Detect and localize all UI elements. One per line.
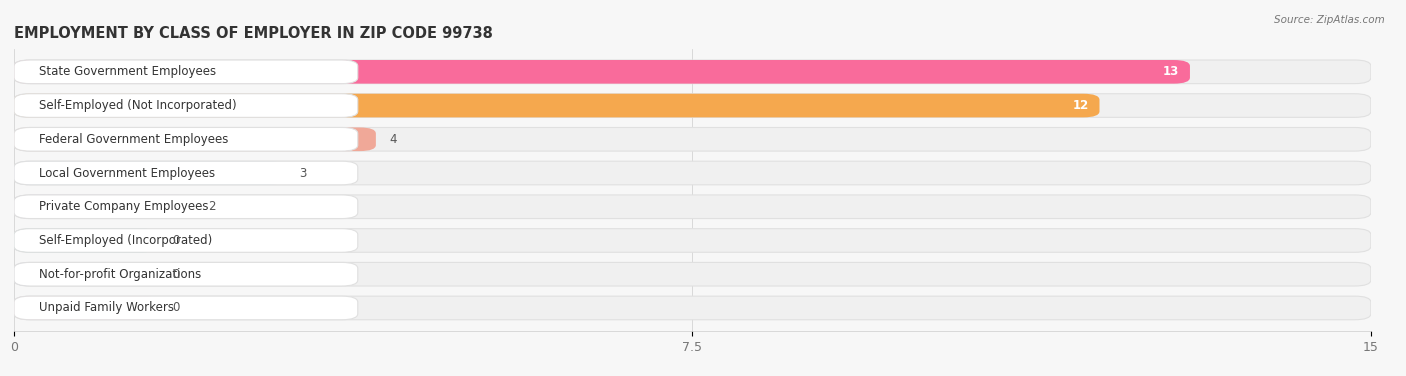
- FancyBboxPatch shape: [14, 60, 357, 83]
- Text: 4: 4: [389, 133, 396, 146]
- FancyBboxPatch shape: [14, 195, 1371, 218]
- Text: Self-Employed (Incorporated): Self-Employed (Incorporated): [39, 234, 212, 247]
- FancyBboxPatch shape: [14, 262, 357, 286]
- Text: 0: 0: [173, 302, 180, 314]
- Text: 12: 12: [1073, 99, 1088, 112]
- FancyBboxPatch shape: [14, 229, 159, 252]
- FancyBboxPatch shape: [14, 262, 159, 286]
- Text: Private Company Employees: Private Company Employees: [39, 200, 209, 213]
- Text: Local Government Employees: Local Government Employees: [39, 167, 215, 179]
- FancyBboxPatch shape: [14, 94, 1099, 117]
- FancyBboxPatch shape: [14, 60, 1371, 83]
- Text: Not-for-profit Organizations: Not-for-profit Organizations: [39, 268, 201, 281]
- Text: Source: ZipAtlas.com: Source: ZipAtlas.com: [1274, 15, 1385, 25]
- FancyBboxPatch shape: [14, 161, 285, 185]
- FancyBboxPatch shape: [14, 229, 1371, 252]
- Text: 2: 2: [208, 200, 217, 213]
- Text: 3: 3: [299, 167, 307, 179]
- Text: EMPLOYMENT BY CLASS OF EMPLOYER IN ZIP CODE 99738: EMPLOYMENT BY CLASS OF EMPLOYER IN ZIP C…: [14, 26, 494, 41]
- FancyBboxPatch shape: [14, 262, 1371, 286]
- FancyBboxPatch shape: [14, 60, 1189, 83]
- FancyBboxPatch shape: [14, 94, 1371, 117]
- Text: State Government Employees: State Government Employees: [39, 65, 217, 78]
- FancyBboxPatch shape: [14, 296, 357, 320]
- FancyBboxPatch shape: [14, 161, 1371, 185]
- FancyBboxPatch shape: [14, 127, 1371, 151]
- FancyBboxPatch shape: [14, 229, 357, 252]
- FancyBboxPatch shape: [14, 127, 375, 151]
- Text: 0: 0: [173, 268, 180, 281]
- Text: 0: 0: [173, 234, 180, 247]
- FancyBboxPatch shape: [14, 296, 1371, 320]
- Text: Self-Employed (Not Incorporated): Self-Employed (Not Incorporated): [39, 99, 238, 112]
- Text: Unpaid Family Workers: Unpaid Family Workers: [39, 302, 174, 314]
- FancyBboxPatch shape: [14, 161, 357, 185]
- FancyBboxPatch shape: [14, 195, 195, 218]
- FancyBboxPatch shape: [14, 296, 159, 320]
- FancyBboxPatch shape: [14, 127, 357, 151]
- FancyBboxPatch shape: [14, 94, 357, 117]
- Text: Federal Government Employees: Federal Government Employees: [39, 133, 229, 146]
- FancyBboxPatch shape: [14, 195, 357, 218]
- Text: 13: 13: [1163, 65, 1180, 78]
